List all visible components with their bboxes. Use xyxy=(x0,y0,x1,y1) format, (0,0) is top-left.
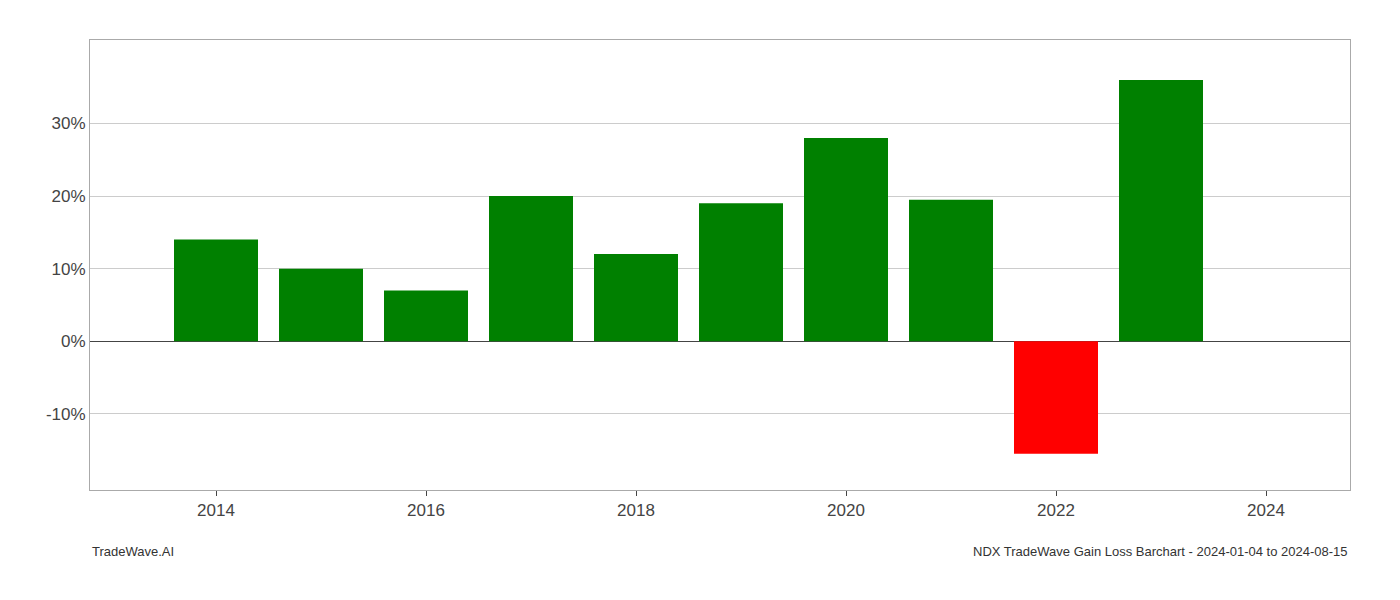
svg-text:0%: 0% xyxy=(61,332,86,351)
svg-text:TradeWave.AI: TradeWave.AI xyxy=(92,544,174,559)
svg-text:20%: 20% xyxy=(52,187,86,206)
svg-text:2018: 2018 xyxy=(617,501,655,520)
svg-text:2016: 2016 xyxy=(407,501,445,520)
svg-text:-10%: -10% xyxy=(46,405,86,424)
svg-text:30%: 30% xyxy=(52,114,86,133)
svg-text:NDX TradeWave Gain Loss Barcha: NDX TradeWave Gain Loss Barchart - 2024-… xyxy=(973,544,1348,559)
svg-text:2020: 2020 xyxy=(827,501,865,520)
svg-text:2022: 2022 xyxy=(1037,501,1075,520)
svg-text:2014: 2014 xyxy=(197,501,235,520)
svg-text:10%: 10% xyxy=(52,260,86,279)
svg-text:2024: 2024 xyxy=(1247,501,1285,520)
